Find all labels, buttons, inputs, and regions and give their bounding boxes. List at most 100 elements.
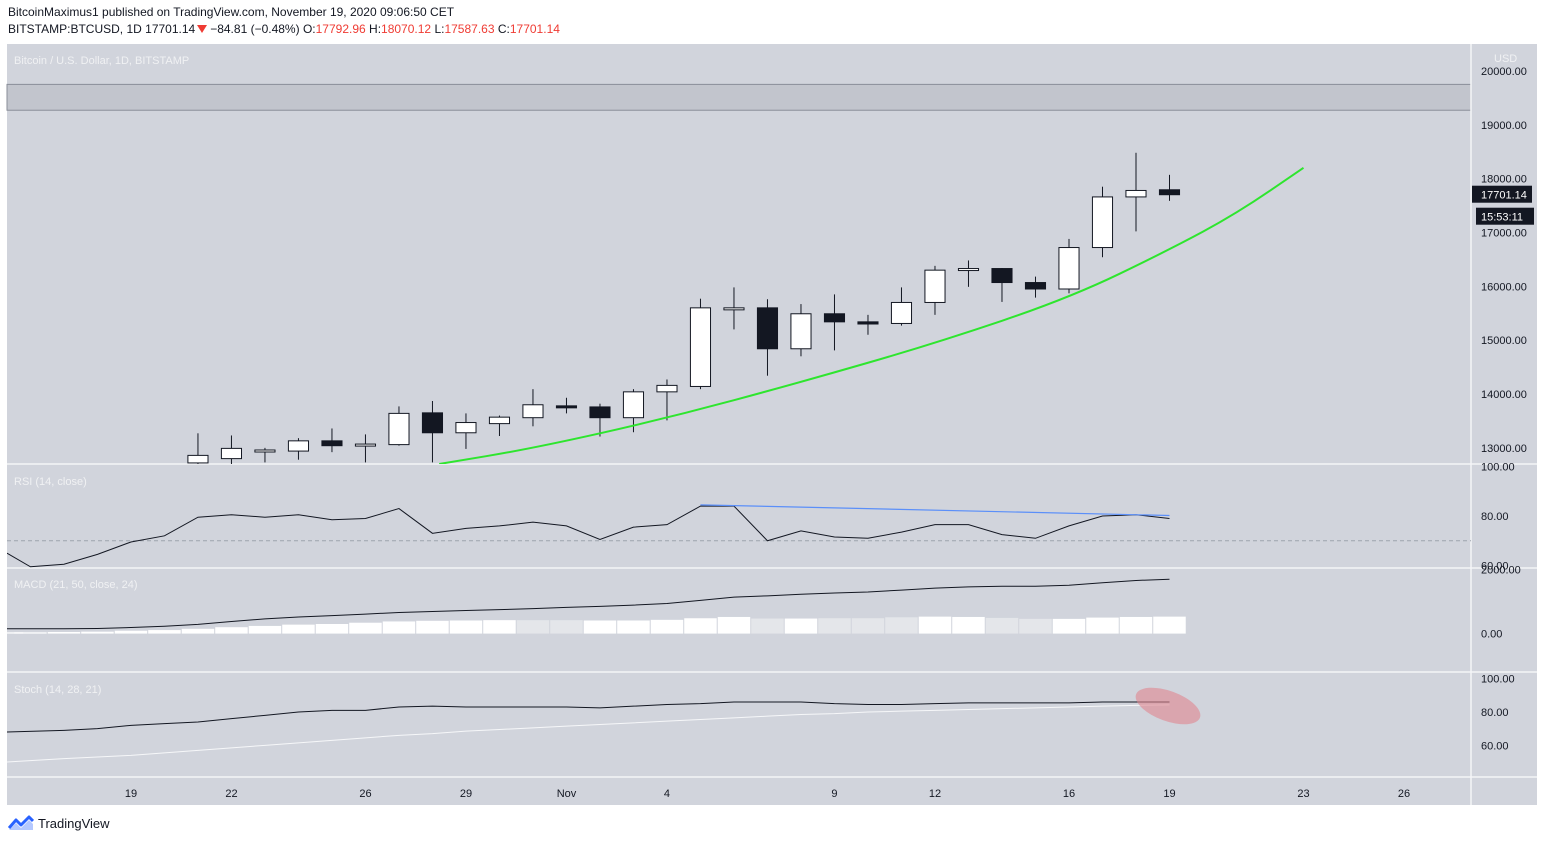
parabolic-support-curve [439, 167, 1305, 464]
macd-histogram-bar [1153, 616, 1186, 634]
low-label: L: [434, 22, 445, 36]
candle-body [254, 449, 276, 453]
macd-tick-label: 0.00 [1481, 629, 1502, 641]
tradingview-logo[interactable]: TradingView [8, 815, 110, 831]
macd-histogram-bar [918, 616, 952, 634]
stoch-d-line [7, 704, 1170, 763]
macd-plot-area [7, 578, 1186, 634]
macd-tick-label: 2000.00 [1481, 565, 1521, 577]
macd-histogram-bar [885, 617, 918, 634]
candle [790, 304, 812, 357]
down-arrow-icon [197, 25, 208, 33]
candle-body [421, 412, 444, 434]
candle [321, 428, 343, 453]
candle-body [723, 307, 745, 311]
stoch-tick-label: 80.00 [1481, 707, 1509, 719]
stoch-k-line [7, 701, 1170, 733]
last-price: 17701.14 [145, 22, 196, 36]
macd-histogram-bar [851, 618, 885, 634]
macd-histogram-bar [684, 618, 717, 634]
macd-histogram-bar [818, 618, 851, 634]
candle [957, 260, 980, 287]
rsi-tick-label: 100.00 [1481, 461, 1515, 473]
time-tick-label: 29 [460, 788, 472, 800]
stoch-pane-title: Stoch (14, 28, 21) [14, 684, 101, 696]
candle [455, 413, 477, 449]
resistance-band [6, 83, 1472, 111]
publish-line: BitcoinMaximus1 published on TradingView… [8, 5, 454, 19]
macd-histogram-bar [784, 618, 818, 634]
stoch-tick-label: 100.00 [1481, 674, 1515, 686]
price-change: −84.81 (−0.48%) [210, 22, 300, 36]
candle [220, 435, 243, 464]
macd-histogram-bar [550, 620, 583, 634]
time-tick-label: 16 [1063, 788, 1075, 800]
macd-histogram-bar [148, 630, 181, 634]
macd-histogram-bar [181, 628, 215, 634]
close-value: 17701.14 [509, 22, 560, 36]
candle [1158, 174, 1181, 201]
rsi-line [7, 505, 1170, 568]
candle-body [656, 384, 678, 393]
macd-histogram-bar [1119, 616, 1153, 634]
rsi-plot-area [7, 504, 1471, 568]
macd-histogram-bar [81, 631, 114, 634]
tradingview-brand: TradingView [38, 815, 110, 831]
candle-body [1058, 247, 1080, 290]
price-tick-label: 19000.00 [1481, 120, 1527, 132]
candle [488, 415, 511, 436]
price-tick-label: 13000.00 [1481, 443, 1527, 455]
candle-body [388, 412, 410, 446]
macd-histogram-bar [114, 630, 148, 634]
main-pane-title: Bitcoin / U.S. Dollar, 1D, BITSTAMP [14, 55, 189, 67]
candle-body [924, 269, 946, 303]
price-tick-label: 17000.00 [1481, 227, 1527, 239]
candle [1091, 186, 1114, 258]
candle [890, 287, 913, 326]
price-tick-label: 16000.00 [1481, 281, 1527, 293]
candle-body [957, 268, 980, 272]
macd-line [7, 578, 1170, 630]
rsi-tick-label: 80.00 [1481, 511, 1509, 523]
candle [689, 298, 712, 390]
close-label: C: [497, 22, 510, 36]
time-tick-label: 9 [831, 788, 837, 800]
macd-histogram-bar [315, 624, 349, 634]
candle-body [991, 268, 1013, 284]
macd-histogram-bar [483, 620, 516, 634]
macd-histogram-bar [282, 624, 315, 634]
candle-body [354, 443, 377, 447]
macd-histogram-bar [1086, 617, 1119, 634]
high-label: H: [369, 22, 382, 36]
price-tick-label: 14000.00 [1481, 389, 1527, 401]
candle-body [455, 422, 477, 434]
macd-histogram-bar [248, 625, 282, 634]
candle [187, 433, 209, 464]
time-tick-label: 26 [1398, 788, 1410, 800]
currency-label: USD [1494, 53, 1517, 65]
macd-histogram-bar [14, 632, 47, 634]
time-tick-label: 22 [225, 788, 237, 800]
symbol-line: BITSTAMP:BTCUSD, 1D 17701.14 −84.81 (−0.4… [8, 22, 560, 36]
stoch-highlight-ellipse [1135, 687, 1201, 725]
candle-body [1125, 189, 1147, 198]
publisher-name[interactable]: BitcoinMaximus1 [8, 5, 99, 19]
candle [756, 299, 779, 376]
open-value: 17792.96 [315, 22, 366, 36]
candle-body [756, 307, 779, 350]
time-tick-label: 26 [359, 788, 371, 800]
candle [254, 447, 276, 463]
candle [656, 379, 678, 421]
candle [991, 268, 1013, 302]
macd-histogram-bar [382, 621, 416, 634]
candle [287, 438, 310, 460]
price-tick-label: 20000.00 [1481, 66, 1527, 78]
stoch-tick-label: 60.00 [1481, 740, 1509, 752]
countdown-tag [1476, 207, 1534, 225]
publish-text: published on TradingView.com, November 1… [98, 5, 455, 19]
candle-body [857, 321, 879, 325]
macd-histogram-bar [416, 620, 449, 634]
tradingview-logo-icon [8, 815, 34, 830]
candle-body [823, 313, 846, 323]
